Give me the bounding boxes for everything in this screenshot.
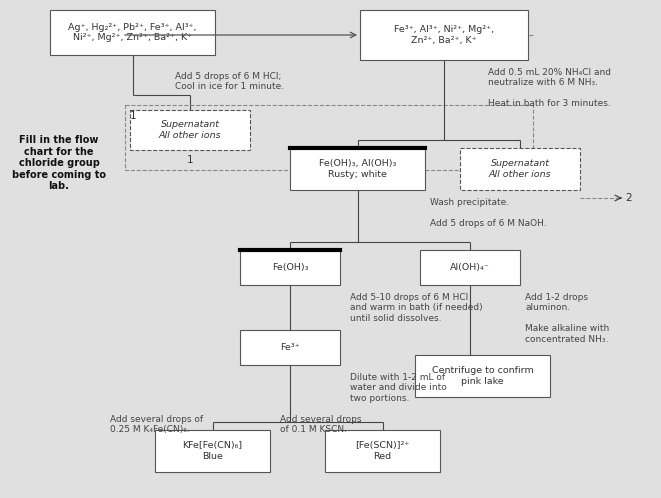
Bar [325, 430, 440, 472]
Text: Add 0.5 mL 20% NH₄Cl and
neutralize with 6 M NH₃.

Heat in bath for 3 minutes.: Add 0.5 mL 20% NH₄Cl and neutralize with… [488, 68, 611, 108]
Text: Add 5 drops of 6 M HCl;
Cool in ice for 1 minute.: Add 5 drops of 6 M HCl; Cool in ice for … [175, 72, 284, 92]
Text: [Fe(SCN)]²⁺
Red: [Fe(SCN)]²⁺ Red [356, 441, 410, 461]
Bar [415, 355, 550, 397]
Bar [155, 430, 270, 472]
Text: Supernatant
All other ions: Supernatant All other ions [159, 121, 221, 140]
Text: Fe³⁺, Al³⁺, Ni²⁺, Mg²⁺,
Zn²⁺, Ba²⁺, K⁺: Fe³⁺, Al³⁺, Ni²⁺, Mg²⁺, Zn²⁺, Ba²⁺, K⁺ [394, 25, 494, 45]
Bar [290, 148, 425, 190]
Bar [360, 10, 528, 60]
Text: 1: 1 [130, 111, 137, 121]
Text: Dilute with 1-2 mL of
water and divide into
two portions.: Dilute with 1-2 mL of water and divide i… [350, 373, 447, 403]
Text: Centrifuge to confirm
pink lake: Centrifuge to confirm pink lake [432, 367, 533, 385]
Bar [420, 250, 520, 285]
Text: Add several drops of
0.25 M K₄Fe(CN)₆.: Add several drops of 0.25 M K₄Fe(CN)₆. [110, 415, 203, 434]
Bar [50, 10, 215, 55]
Text: Fe(OH)₃: Fe(OH)₃ [272, 263, 308, 272]
Text: Fe³⁺: Fe³⁺ [280, 343, 300, 352]
Bar [130, 110, 250, 150]
Bar [240, 250, 340, 285]
Text: 1: 1 [186, 155, 193, 165]
Text: KFe[Fe(CN)₆]
Blue: KFe[Fe(CN)₆] Blue [182, 441, 243, 461]
Bar [460, 148, 580, 190]
Text: Ag⁺, Hg₂²⁺, Pb²⁺, Fe³⁺, Al³⁺,
Ni²⁺, Mg²⁺, Zn²⁺, Ba²⁺, K⁺: Ag⁺, Hg₂²⁺, Pb²⁺, Fe³⁺, Al³⁺, Ni²⁺, Mg²⁺… [68, 23, 197, 42]
Text: Fe(OH)₃, Al(OH)₃
Rusty; white: Fe(OH)₃, Al(OH)₃ Rusty; white [319, 159, 396, 179]
Text: Add several drops
of 0.1 M KSCN.: Add several drops of 0.1 M KSCN. [280, 415, 362, 434]
Text: Add 1-2 drops
aluminon.

Make alkaline with
concentrated NH₃.: Add 1-2 drops aluminon. Make alkaline wi… [525, 293, 609, 344]
Text: Wash precipitate.

Add 5 drops of 6 M NaOH.: Wash precipitate. Add 5 drops of 6 M NaO… [430, 198, 547, 228]
Text: Fill in the flow
chart for the
chloride group
before coming to
lab.: Fill in the flow chart for the chloride … [12, 135, 106, 191]
Text: Al(OH)₄⁻: Al(OH)₄⁻ [450, 263, 490, 272]
Bar [125, 105, 533, 170]
Text: Supernatant
All other ions: Supernatant All other ions [488, 159, 551, 179]
Text: 2: 2 [625, 193, 632, 203]
Text: Add 5-10 drops of 6 M HCl
and warm in bath (if needed)
until solid dissolves.: Add 5-10 drops of 6 M HCl and warm in ba… [350, 293, 483, 323]
Bar [240, 330, 340, 365]
